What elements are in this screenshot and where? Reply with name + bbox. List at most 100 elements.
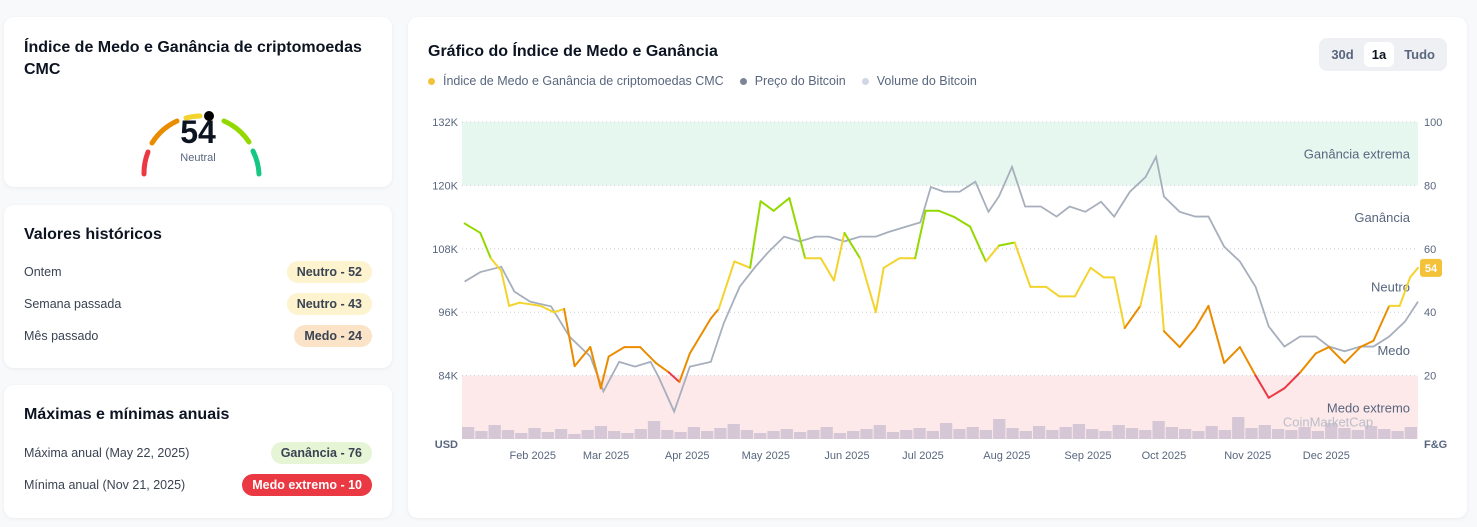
volume-bar [1059, 427, 1072, 439]
volume-bar [1165, 427, 1178, 439]
fear-greed-line-segment [843, 231, 862, 260]
volume-bar [1311, 431, 1325, 439]
fear-greed-line-segment [1223, 346, 1241, 364]
status-badge: Medo extremo - 10 [242, 474, 372, 496]
x-tick-label: Jul 2025 [902, 450, 944, 462]
volume-bar [793, 432, 807, 439]
fear-greed-line-segment [639, 346, 657, 364]
historical-row: Mês passado Medo - 24 [24, 325, 372, 347]
gauge-title: Índice de Medo e Ganância de criptomoeda… [24, 39, 362, 78]
gauge-indicator [204, 111, 214, 121]
legend-item-volume[interactable]: Volume do Bitcoin [861, 74, 977, 88]
yearly-row: Mínima anual (Nov 21, 2025) Medo extremo … [24, 474, 372, 496]
fear-greed-line-segment [1359, 339, 1375, 349]
volume-bar [1205, 426, 1218, 439]
fear-greed-gauge [141, 111, 262, 177]
fear-greed-line-segment [1409, 266, 1419, 279]
volume-bar [674, 432, 687, 439]
fear-greed-line-segment [859, 257, 877, 314]
left-tick-label: 84K [438, 371, 458, 383]
fear-greed-line-segment [882, 257, 901, 269]
volume-bar [475, 431, 488, 439]
volume-bar [608, 431, 621, 439]
volume-bar [1298, 427, 1311, 439]
fear-greed-line-segment [563, 308, 576, 368]
legend-item-fg[interactable]: Índice de Medo e Ganância de criptomoeda… [428, 74, 724, 88]
fear-greed-line-segment [772, 197, 791, 212]
fear-greed-line-segment [709, 308, 720, 320]
fear-greed-line-segment [749, 200, 762, 269]
volume-bar [979, 430, 993, 439]
bitcoin-price-line [464, 154, 1419, 414]
legend-item-price[interactable]: Preço do Bitcoin [739, 74, 846, 88]
volume-bar [621, 433, 634, 439]
fear-greed-line-segment [1089, 266, 1105, 279]
fear-greed-line-segment [539, 304, 555, 314]
right-tick-label: 80 [1424, 180, 1436, 192]
volume-bar [1258, 425, 1271, 439]
gauge-segment-neutral [183, 113, 203, 121]
fear-greed-line-segment [1162, 330, 1181, 349]
fear-greed-line-segment [969, 225, 987, 263]
volume-bar [1364, 426, 1378, 439]
volume-bar [594, 426, 608, 439]
range-tabs: 30d 1a Tudo [1319, 38, 1447, 71]
volume-bar [1245, 428, 1258, 439]
volume-bar [953, 429, 966, 439]
tab-tudo[interactable]: Tudo [1404, 47, 1435, 62]
fear-greed-line-segment [914, 209, 927, 260]
row-label: Ontem [24, 265, 62, 279]
volume-bar [1232, 417, 1245, 439]
left-tick-label: 132K [432, 117, 458, 129]
fear-greed-line-segment [552, 308, 566, 314]
volume-bar [807, 430, 820, 439]
volume-bar [1391, 431, 1404, 439]
fear-greed-line-segment [937, 209, 956, 219]
left-tick-label: 120K [432, 180, 458, 192]
current-value-badge [1420, 258, 1442, 277]
fear-greed-line-segment [1155, 235, 1165, 333]
fear-greed-line-segment [573, 346, 592, 368]
volume-bar [714, 428, 727, 439]
volume-bar [1338, 428, 1351, 439]
zone-label: Medo [1377, 343, 1410, 358]
gauge-segment-greed [221, 118, 252, 145]
x-tick-label: Sep 2025 [1064, 450, 1111, 462]
volume-bar [581, 430, 594, 439]
status-badge: Neutro - 43 [286, 293, 372, 315]
fear-greed-line-segment [832, 231, 846, 282]
fear-greed-line-segment [1045, 285, 1061, 298]
right-tick-label: 20 [1424, 371, 1436, 383]
gauge-segment-extreme-greed [250, 148, 262, 177]
volume-bar [1179, 429, 1192, 439]
fear-greed-line-segment [1267, 387, 1286, 399]
status-badge: Ganância - 76 [270, 442, 372, 464]
fear-greed-line-segment [1113, 276, 1126, 330]
fear-greed-line-segment [1123, 304, 1142, 330]
volume-bar [966, 427, 979, 439]
volume-bar [634, 429, 647, 439]
volume-bar [1218, 430, 1232, 439]
fear-greed-line-segment [717, 260, 736, 311]
yearly-title: Máximas e mínimas anuais [24, 406, 230, 423]
volume-bar [687, 427, 700, 439]
yearly-row: Máxima anual (May 22, 2025) Ganância - 76 [24, 442, 372, 464]
volume-bar [1152, 421, 1165, 439]
volume-bar [940, 423, 953, 439]
volume-bar [488, 425, 501, 439]
watermark: CoinMarketCap [1283, 414, 1373, 429]
volume-bar [661, 430, 674, 439]
tab-1a[interactable]: 1a [1363, 42, 1395, 67]
gauge-value: 54 [180, 114, 216, 150]
yearly-highlow-card: Máximas e mínimas anuais Máxima anual (M… [4, 385, 392, 518]
fear-greed-line-segment [1283, 371, 1302, 390]
tab-30d[interactable]: 30d [1331, 47, 1354, 62]
row-label: Mês passado [24, 329, 99, 343]
volume-bar [1271, 429, 1285, 439]
volume-bar [1404, 427, 1417, 439]
x-tick-label: Mar 2025 [583, 450, 629, 462]
chart-title: Gráfico do Índice de Medo e Ganância [428, 43, 718, 60]
volume-bar [1125, 428, 1139, 439]
right-tick-label: 40 [1424, 307, 1436, 319]
x-tick-label: Nov 2025 [1224, 450, 1271, 462]
